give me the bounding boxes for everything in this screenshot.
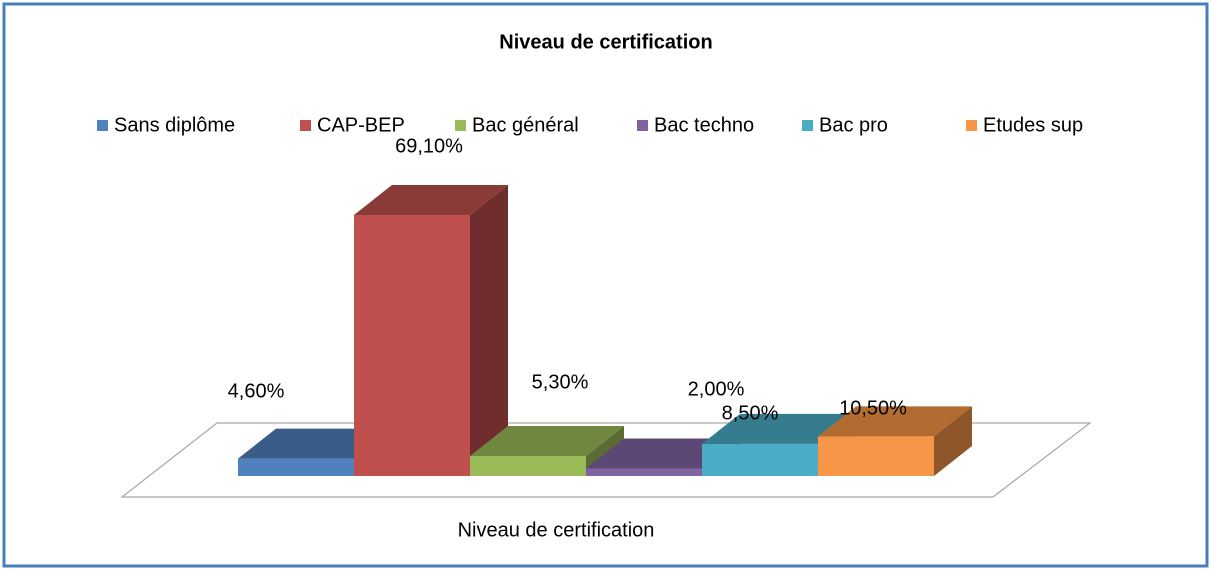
legend-label: Bac techno [654,114,754,136]
chart-title: Niveau de certification [499,31,712,53]
bar-front [818,436,934,476]
bar-front [238,458,354,476]
data-label: 5,30% [532,371,589,393]
bar-top [354,185,508,215]
bar-front [470,455,586,476]
data-label: 69,10% [395,135,463,157]
bar-front [354,215,470,476]
legend-label: Etudes sup [983,114,1083,136]
bar-top [818,406,972,437]
bar-front [702,443,818,476]
data-label: 4,60% [228,380,285,402]
bar-side [470,185,508,476]
legend-swatch [300,120,311,131]
bar-front [586,468,702,476]
bar-top [702,413,856,444]
legend-label: Bac pro [819,114,888,136]
legend-label: Bac général [472,114,579,136]
bar-top [586,438,740,469]
legend-label: CAP-BEP [317,114,405,136]
bar-side [934,406,972,476]
data-label: 2,00% [688,378,745,400]
bar-top [470,425,624,456]
data-label: 8,50% [722,402,779,424]
legend-swatch [455,120,466,131]
legend-swatch [802,120,813,131]
legend-label: Sans diplôme [114,114,235,136]
legend-swatch [97,120,108,131]
legend-swatch [637,120,648,131]
legend-swatch [966,120,977,131]
x-axis-label: Niveau de certification [458,519,655,541]
data-label: 10,50% [839,397,907,419]
bar-top [238,428,392,459]
